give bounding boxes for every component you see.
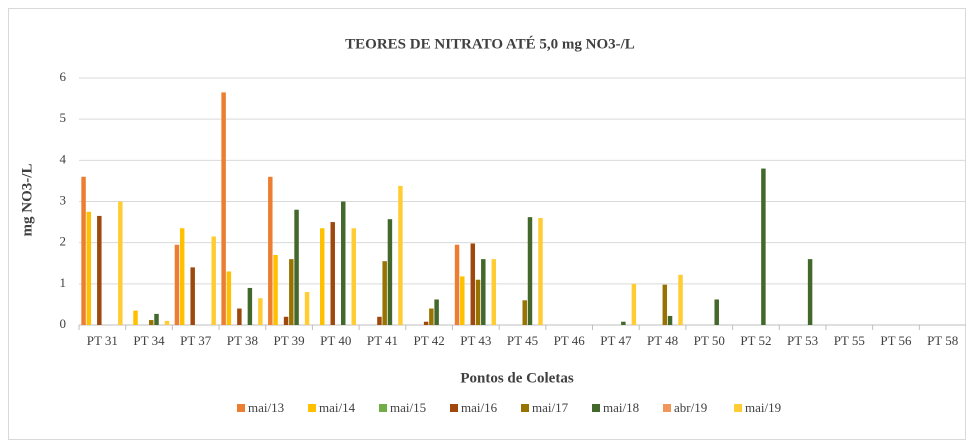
legend-label: mai/17 — [532, 400, 569, 415]
bar — [174, 244, 180, 325]
bar — [190, 267, 195, 325]
bar — [226, 271, 232, 325]
bar — [662, 284, 668, 325]
bar — [247, 287, 253, 325]
bar — [538, 217, 543, 325]
x-tick-label: PT 48 — [647, 333, 678, 348]
legend-label: mai/15 — [390, 400, 426, 415]
bar — [341, 201, 346, 325]
bar — [330, 222, 335, 325]
x-tick-label: PT 53 — [787, 333, 818, 348]
x-tick-label: PT 34 — [133, 333, 165, 348]
legend-swatch — [521, 404, 529, 412]
bar — [268, 176, 273, 325]
legend-swatch — [734, 404, 742, 412]
bar — [221, 92, 226, 326]
bar — [678, 274, 683, 325]
bar — [133, 310, 138, 325]
x-tick-label: PT 52 — [740, 333, 771, 348]
legend-label: mai/14 — [319, 400, 356, 415]
legend-label: mai/19 — [745, 400, 781, 415]
chart-title: TEORES DE NITRATO ATÉ 5,0 mg NO3-/L — [345, 35, 635, 52]
bar — [491, 259, 497, 325]
legend-swatch — [237, 404, 245, 412]
x-tick-label: PT 56 — [880, 333, 912, 348]
bar — [283, 316, 289, 325]
y-tick-label: 6 — [60, 69, 67, 84]
bar — [351, 228, 356, 325]
chart-border — [8, 8, 966, 440]
x-tick-label: PT 31 — [87, 333, 118, 348]
bar — [97, 215, 102, 325]
x-tick-label: PT 50 — [694, 333, 725, 348]
bar — [470, 243, 476, 325]
x-tick-label: PT 40 — [320, 333, 351, 348]
x-tick-label: PT 55 — [834, 333, 865, 348]
bar — [164, 320, 170, 325]
y-tick-label: 5 — [60, 110, 67, 125]
bar — [460, 276, 465, 325]
bar — [273, 255, 278, 325]
bar — [154, 313, 159, 325]
bar — [86, 211, 92, 325]
bar — [118, 201, 123, 325]
bar — [294, 209, 299, 325]
bar — [667, 315, 673, 325]
bar — [258, 298, 263, 325]
legend-swatch — [592, 404, 600, 412]
x-tick-label: PT 47 — [600, 333, 632, 348]
y-tick-label: 4 — [60, 151, 67, 166]
legend-swatch — [663, 404, 671, 412]
bar — [714, 299, 719, 325]
bar — [398, 185, 403, 325]
bar — [179, 228, 185, 325]
bar — [423, 321, 429, 325]
bar — [377, 316, 382, 325]
bar — [631, 283, 637, 325]
bar — [522, 300, 527, 325]
bar — [527, 217, 533, 325]
x-tick-label: PT 45 — [507, 333, 538, 348]
bar — [387, 219, 393, 325]
bar — [304, 292, 310, 325]
x-tick-label: PT 39 — [273, 333, 304, 348]
bar — [761, 168, 766, 325]
y-tick-label: 0 — [60, 316, 67, 331]
y-axis-label: mg NO3-/L — [19, 164, 35, 237]
bar — [429, 308, 434, 325]
y-tick-label: 3 — [60, 192, 67, 207]
bar — [475, 279, 481, 325]
x-tick-label: PT 43 — [460, 333, 491, 348]
bar — [289, 259, 294, 325]
bar — [434, 299, 439, 325]
legend-swatch — [379, 404, 387, 412]
bar — [237, 308, 242, 325]
legend-label: mai/16 — [461, 400, 498, 415]
bar — [454, 244, 460, 325]
legend-swatch — [450, 404, 458, 412]
x-tick-label: PT 46 — [554, 333, 586, 348]
legend-label: abr/19 — [674, 400, 707, 415]
bar — [807, 259, 813, 325]
legend-label: mai/13 — [248, 400, 284, 415]
bar — [211, 236, 216, 325]
x-tick-label: PT 58 — [927, 333, 958, 348]
y-tick-label: 1 — [60, 275, 67, 290]
bar — [81, 176, 86, 325]
bar — [621, 321, 626, 325]
x-tick-label: PT 42 — [414, 333, 445, 348]
x-axis-label: Pontos de Coletas — [460, 370, 573, 386]
bar — [481, 259, 486, 325]
x-tick-label: PT 41 — [367, 333, 398, 348]
legend-swatch — [308, 404, 316, 412]
y-tick-label: 2 — [60, 234, 67, 249]
bar — [149, 320, 154, 325]
x-tick-label: PT 37 — [180, 333, 212, 348]
x-tick-label: PT 38 — [227, 333, 258, 348]
bar — [320, 228, 325, 325]
bar — [382, 261, 387, 325]
legend-label: mai/18 — [603, 400, 639, 415]
